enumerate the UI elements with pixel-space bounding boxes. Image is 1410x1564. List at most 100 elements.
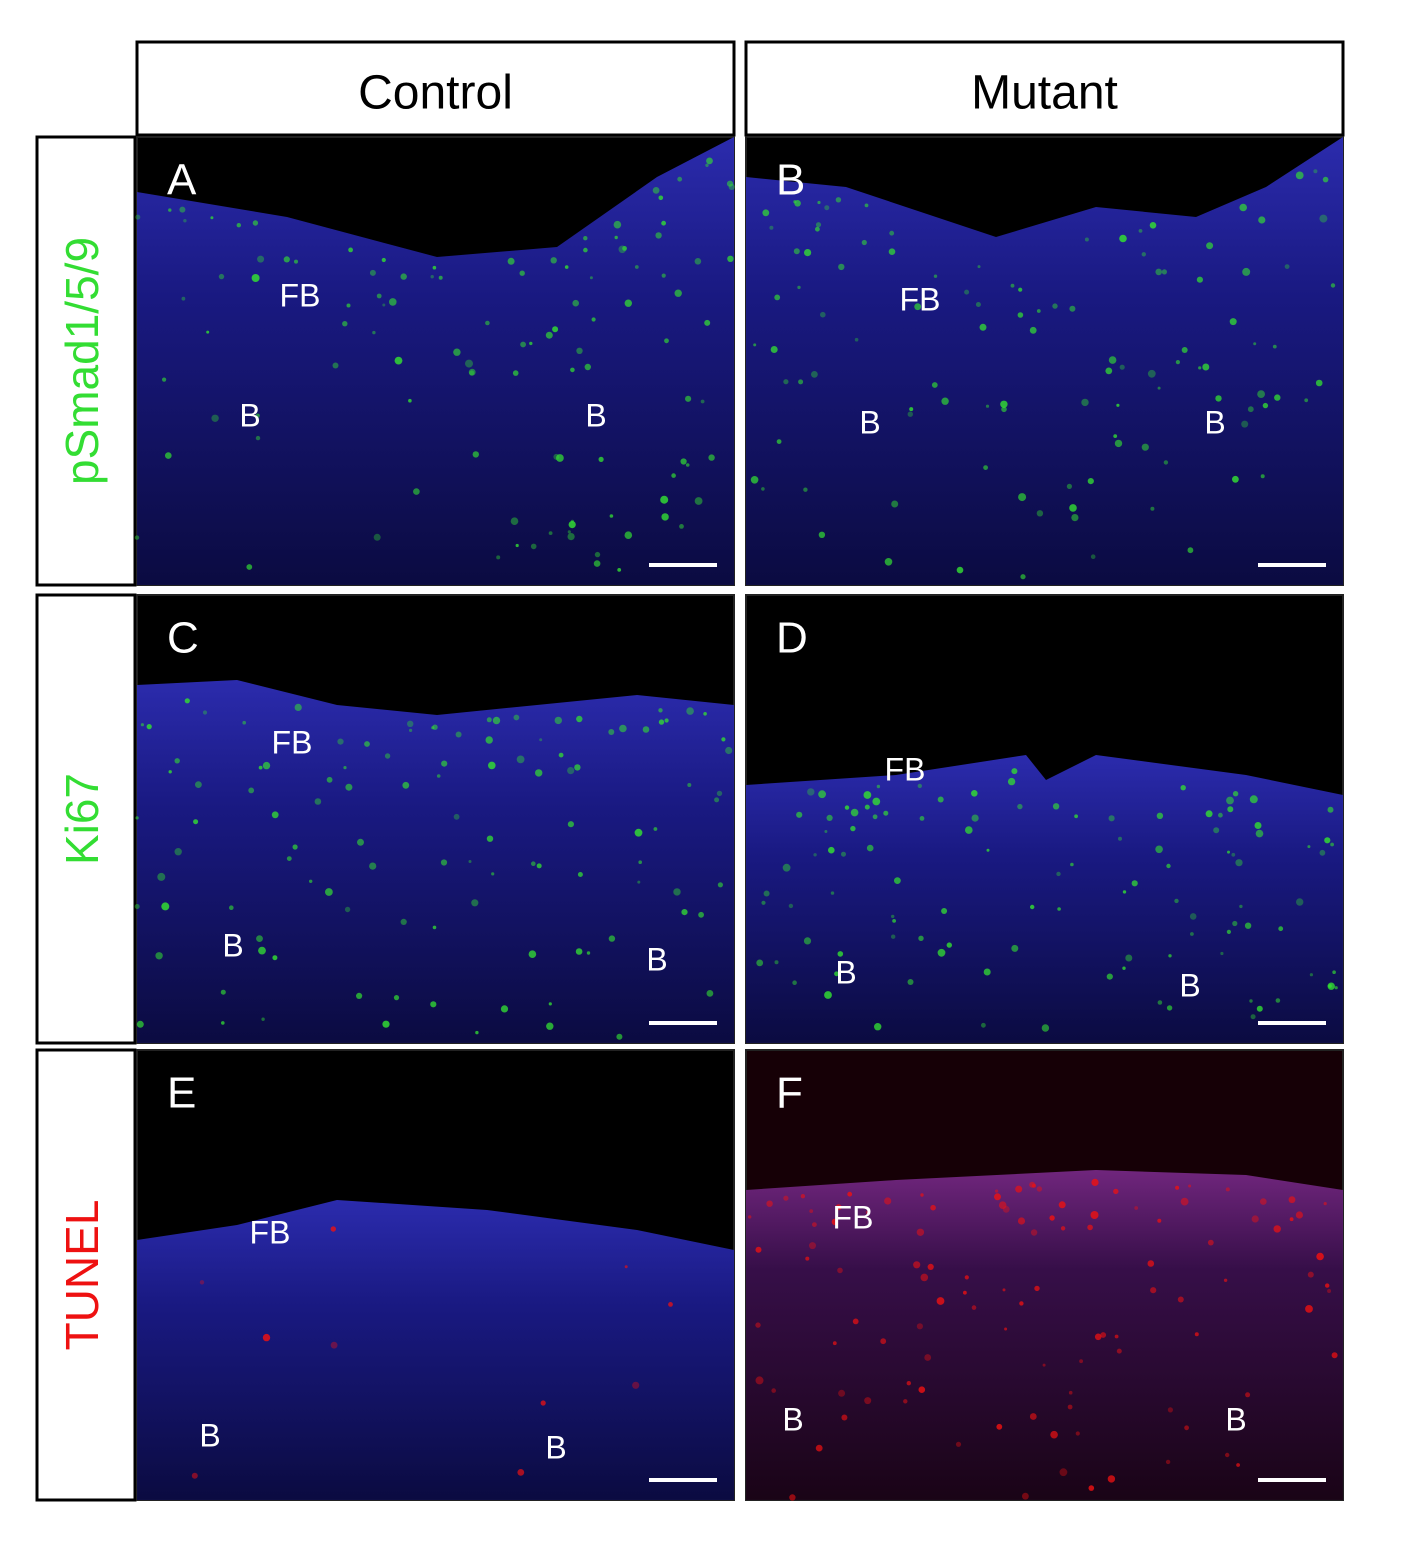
stained-cell: [803, 937, 812, 945]
stained-cell: [805, 1256, 810, 1261]
stained-cell: [796, 811, 803, 818]
stained-cell: [1184, 1425, 1189, 1431]
stained-cell: [854, 337, 859, 342]
stained-cell: [257, 255, 265, 263]
stained-cell: [1239, 203, 1247, 212]
stained-cell: [369, 269, 376, 276]
stained-cell: [1205, 810, 1213, 818]
stained-cell: [694, 258, 702, 265]
stained-cell: [1166, 863, 1171, 869]
panel-letter: B: [776, 156, 805, 205]
stained-cell: [668, 1302, 673, 1307]
stained-cell: [1239, 904, 1243, 909]
stained-cell: [995, 1189, 999, 1193]
stained-cell: [1175, 1185, 1180, 1190]
stained-cell: [864, 203, 869, 208]
stained-cell: [583, 247, 588, 253]
stained-cell: [909, 407, 914, 412]
stained-cell: [1015, 1185, 1023, 1193]
stained-cell: [815, 1444, 823, 1452]
stained-cell: [721, 737, 726, 742]
stained-cell: [1253, 342, 1257, 346]
stained-cell: [465, 359, 473, 368]
stained-cell: [382, 1020, 390, 1028]
stained-cell: [1275, 998, 1281, 1003]
stained-cell: [168, 208, 172, 212]
row-label: Ki67: [56, 773, 108, 865]
stained-cell: [594, 551, 601, 558]
stained-cell: [550, 257, 557, 264]
stained-cell: [337, 738, 344, 745]
stained-cell: [1131, 880, 1138, 887]
stained-cell: [979, 323, 987, 331]
stained-cell: [1059, 1468, 1068, 1477]
stained-cell: [1194, 1332, 1199, 1337]
stained-cell: [1000, 400, 1008, 408]
stained-cell: [755, 1246, 762, 1253]
stained-cell: [455, 731, 462, 738]
stained-cell: [1042, 1363, 1046, 1367]
stained-cell: [609, 514, 614, 518]
stained-cell: [1106, 973, 1113, 980]
stained-cell: [1226, 929, 1231, 934]
stained-cell: [556, 454, 564, 462]
stained-cell: [1319, 214, 1328, 223]
stained-cell: [783, 379, 789, 385]
stained-cell: [591, 317, 596, 322]
stained-cell: [393, 995, 400, 1001]
stained-cell: [838, 1389, 846, 1397]
region-label: B: [222, 927, 243, 963]
stained-cell: [809, 1242, 816, 1250]
stained-cell: [357, 838, 364, 846]
region-label: B: [859, 404, 880, 440]
region-label: B: [782, 1401, 803, 1437]
stained-cell: [1330, 842, 1334, 847]
region-label: B: [646, 941, 667, 977]
stained-cell: [402, 781, 410, 789]
stained-cell: [753, 343, 757, 347]
stained-cell: [1074, 814, 1078, 819]
stained-cell: [1324, 837, 1331, 844]
stained-cell: [889, 230, 895, 236]
stained-cell: [1295, 1211, 1303, 1219]
stained-cell: [184, 698, 190, 704]
stained-cell: [1272, 344, 1277, 349]
stained-cell: [1119, 234, 1127, 243]
stained-cell: [936, 1297, 945, 1305]
stained-cell: [913, 1261, 921, 1269]
stained-cell: [661, 220, 666, 226]
stained-cell: [1305, 1305, 1313, 1313]
stained-cell: [1260, 1198, 1267, 1205]
stained-cell: [861, 239, 867, 246]
stained-cell: [553, 453, 560, 460]
stained-cell: [774, 960, 779, 965]
stained-cell: [1226, 796, 1234, 805]
stained-cell: [1156, 812, 1164, 819]
stained-cell: [755, 1322, 761, 1328]
stained-cell: [642, 726, 650, 733]
stained-cell: [554, 716, 562, 725]
region-label: B: [1179, 967, 1200, 1003]
stained-cell: [770, 346, 778, 353]
stained-cell: [436, 774, 441, 778]
panel-letter: C: [167, 614, 199, 663]
stained-cell: [1295, 171, 1304, 180]
stained-cell: [1315, 379, 1323, 387]
stained-cell: [1165, 1459, 1171, 1465]
stained-cell: [1049, 1215, 1055, 1221]
stained-cell: [653, 827, 658, 831]
stained-cell: [1114, 1334, 1119, 1339]
stained-cell: [994, 1193, 1001, 1201]
stained-cell: [1030, 904, 1035, 910]
stained-cell: [1041, 1024, 1050, 1032]
stained-cell: [930, 1204, 936, 1211]
stained-cell: [432, 265, 437, 270]
stained-cell: [330, 1341, 338, 1349]
row-label-box: [35, 135, 137, 587]
stained-cell: [824, 205, 830, 211]
stained-cell: [864, 1397, 872, 1405]
stained-cell: [832, 1341, 837, 1346]
stained-cell: [485, 736, 493, 744]
stained-cell: [1225, 1452, 1230, 1458]
